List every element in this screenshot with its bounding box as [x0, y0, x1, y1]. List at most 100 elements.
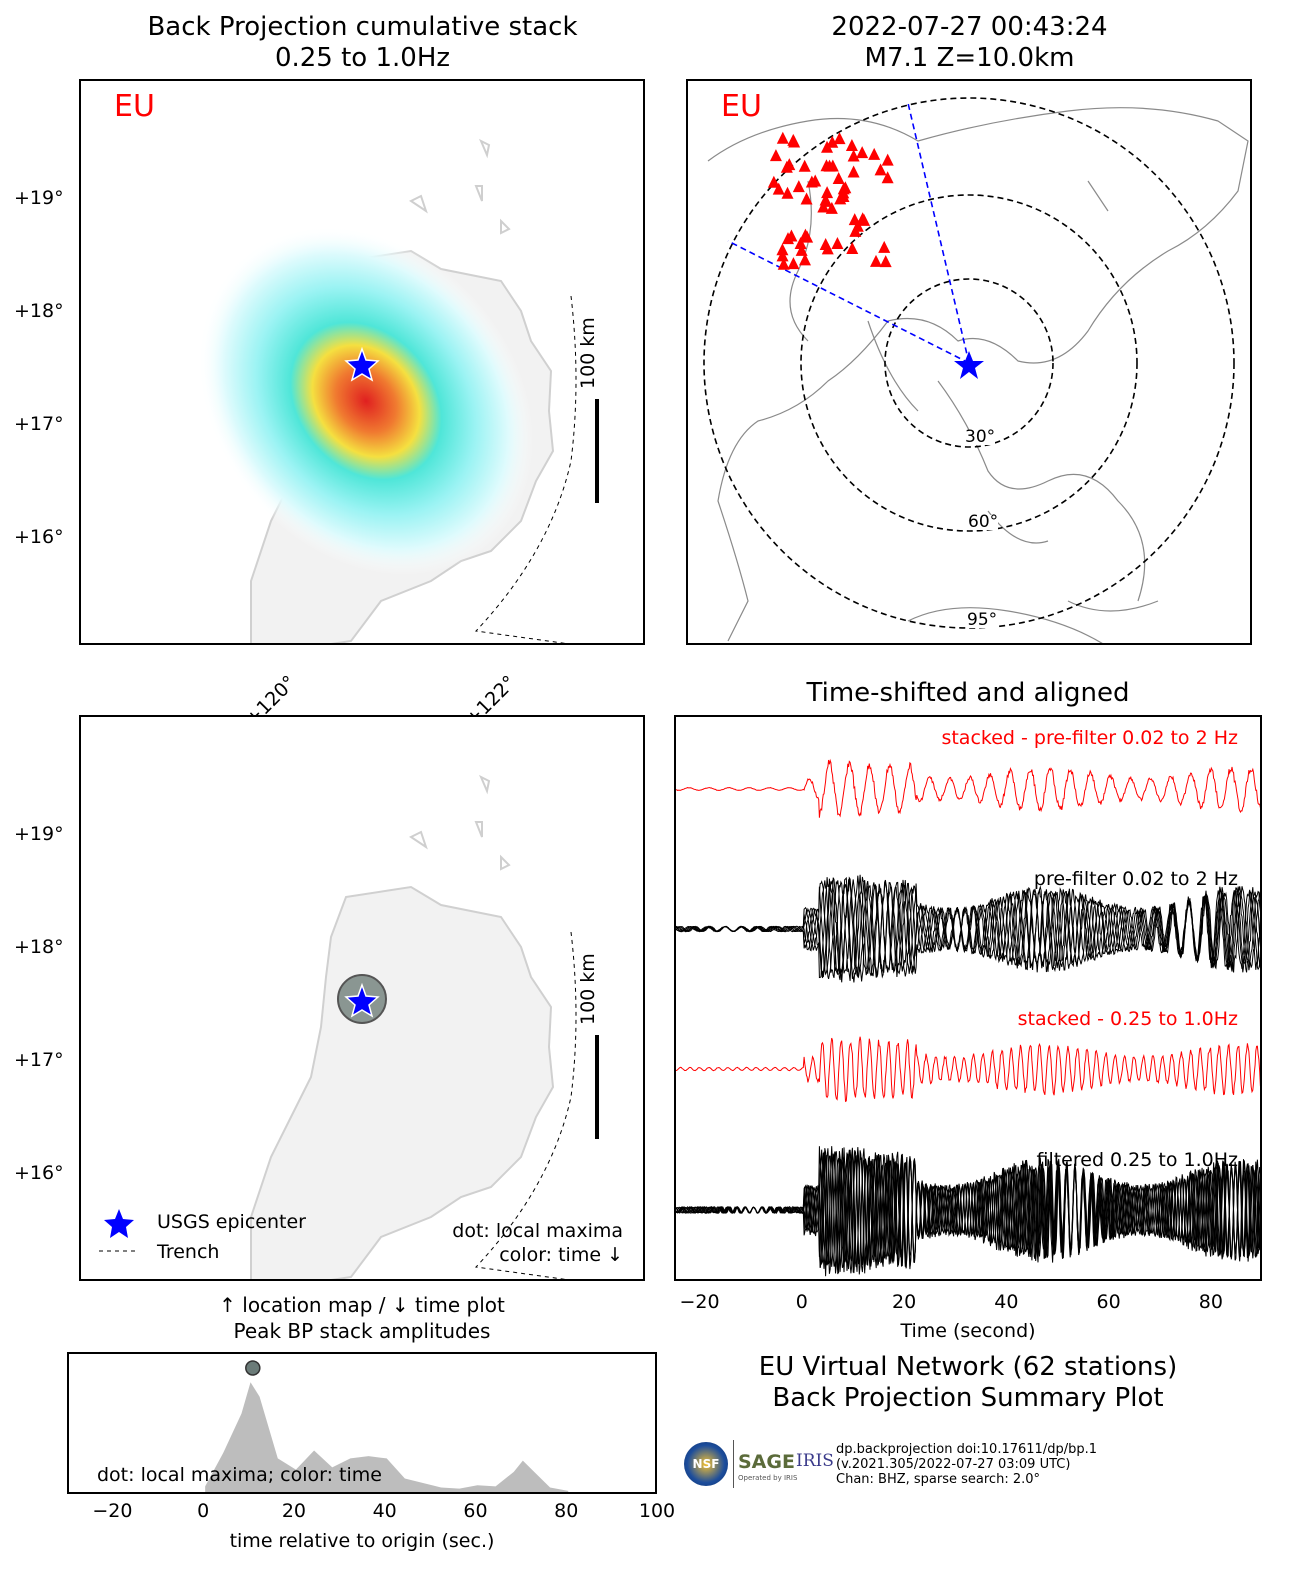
station-triangle	[831, 236, 844, 249]
time-plot-xtick: 100	[638, 1500, 676, 1522]
station-map-epicenter-star	[954, 351, 984, 379]
location-map-scale-label: 100 km	[577, 953, 599, 1025]
legend-star-icon	[104, 1209, 134, 1238]
bp-map-title-line2: 0.25 to 1.0Hz	[274, 43, 451, 73]
waveform-xtick: 0	[795, 1291, 808, 1313]
station-triangle	[826, 135, 839, 148]
time-plot-local-max-dot	[245, 1360, 261, 1376]
station-triangle	[881, 171, 894, 184]
station-triangle	[792, 180, 805, 193]
station-triangle	[819, 193, 832, 206]
station-triangle	[794, 236, 807, 249]
station-map: EU 30° 60° 95°	[686, 79, 1252, 645]
station-map-network-label: EU	[721, 89, 762, 124]
loc-lat-tick-18: +18°	[14, 936, 64, 958]
station-triangle	[825, 201, 838, 214]
summary-title: EU Virtual Network (62 stations) Back Pr…	[674, 1352, 1262, 1414]
station-triangle	[870, 254, 883, 267]
luzon-land-2	[250, 885, 555, 1279]
bp-map-title-line1: Back Projection cumulative stack	[147, 12, 578, 42]
wave-filtered-trace	[676, 1146, 1260, 1275]
peak-amplitude-area	[205, 1382, 569, 1492]
bp-map-scale-label: 100 km	[577, 317, 599, 389]
trench-line	[474, 295, 577, 643]
peak-amplitude-time-plot: dot: local maxima; color: time	[67, 1352, 657, 1494]
station-triangle	[799, 253, 812, 266]
time-plot-xtick: −20	[92, 1500, 133, 1522]
waveform-xlabel: Time (second)	[900, 1320, 1036, 1342]
ring-label-95: 95°	[967, 610, 998, 630]
station-triangle	[856, 146, 869, 159]
epicenter-star	[344, 346, 380, 382]
station-triangle	[787, 133, 800, 146]
summary-line1: EU Virtual Network (62 stations)	[758, 1352, 1178, 1382]
trench-line-2	[474, 931, 577, 1279]
waveforms-panel: stacked - pre-filter 0.02 to 2 Hz pre-fi…	[674, 715, 1262, 1281]
time-plot-xtick: 40	[372, 1500, 397, 1522]
location-note-line1: dot: local maxima	[452, 1220, 623, 1242]
station-triangle	[795, 243, 808, 256]
location-epicenter-star	[344, 982, 380, 1018]
bp-lat-tick-16: +16°	[14, 526, 64, 548]
station-triangles	[767, 131, 894, 270]
station-triangle	[881, 153, 894, 166]
ring-60	[800, 194, 1138, 532]
summary-line2: Back Projection Summary Plot	[772, 1383, 1164, 1413]
time-plot-note: dot: local maxima; color: time	[97, 1464, 382, 1486]
bp-lat-tick-18: +18°	[14, 300, 64, 322]
bp-energy-blob	[198, 226, 534, 576]
bp-lat-tick-17: +17°	[14, 413, 64, 435]
station-triangle	[833, 132, 846, 145]
waveform-xtick: 60	[1096, 1291, 1121, 1313]
station-triangle	[782, 232, 795, 245]
station-triangle	[821, 186, 834, 199]
ring-95	[703, 97, 1235, 629]
time-plot-xtick: 60	[463, 1500, 488, 1522]
station-triangle	[868, 147, 881, 160]
wave-label-stacked-filtered: stacked - 0.25 to 1.0Hz	[1017, 1008, 1238, 1030]
station-map-title-line1: 2022-07-27 00:43:24	[831, 12, 1108, 42]
station-triangle	[874, 163, 887, 176]
station-triangle	[772, 182, 785, 195]
loc-lat-tick-16: +16°	[14, 1162, 64, 1184]
station-triangle	[799, 228, 812, 241]
station-triangle	[851, 219, 864, 232]
time-plot-xtick: 0	[197, 1500, 210, 1522]
bp-map-title: Back Projection cumulative stack 0.25 to…	[80, 12, 645, 74]
loc-lat-tick-19: +19°	[14, 823, 64, 845]
wave-prefilter-trace	[676, 874, 1260, 979]
logo-divider	[733, 1440, 734, 1488]
station-triangle	[847, 149, 860, 162]
station-triangle	[777, 257, 790, 270]
location-caption-line1: ↑ location map / ↓ time plot	[219, 1293, 505, 1317]
station-triangle	[767, 175, 780, 188]
time-plot-xtick: 80	[554, 1500, 579, 1522]
station-triangle	[800, 192, 813, 205]
azimuth-line-north	[907, 102, 970, 364]
station-triangle	[847, 165, 860, 178]
station-map-title: 2022-07-27 00:43:24 M7.1 Z=10.0km	[687, 12, 1252, 74]
station-triangle	[776, 243, 789, 256]
station-triangle	[781, 186, 794, 199]
azimuth-line-west	[727, 240, 970, 364]
location-caption: ↑ location map / ↓ time plot Peak BP sta…	[79, 1292, 645, 1344]
station-map-title-line2: M7.1 Z=10.0km	[864, 43, 1075, 73]
loc-lat-tick-17: +17°	[14, 1049, 64, 1071]
wave-label-stacked-prefilter: stacked - pre-filter 0.02 to 2 Hz	[941, 727, 1238, 749]
station-triangle	[805, 175, 818, 188]
waveform-xtick: 40	[994, 1291, 1019, 1313]
wave-stacked-filtered	[676, 1036, 1260, 1103]
station-triangle	[776, 131, 789, 144]
bp-lat-tick-19: +19°	[14, 187, 64, 209]
iris-logo: IRIS	[796, 1451, 834, 1471]
nsf-logo: NSF	[684, 1442, 728, 1486]
wave-stacked-prefilter	[676, 758, 1260, 818]
bp-map-network-label: EU	[114, 89, 155, 124]
station-triangle	[817, 200, 830, 213]
legend-trench-label: Trench	[157, 1241, 220, 1263]
wave-label-prefilter: pre-filter 0.02 to 2 Hz	[1033, 868, 1238, 890]
location-note-line2: color: time ↓	[499, 1244, 623, 1266]
meta-line1: dp.backprojection doi:10.17611/dp/bp.1	[836, 1442, 1097, 1457]
station-triangle	[879, 255, 892, 268]
legend-epicenter-label: USGS epicenter	[157, 1211, 306, 1233]
